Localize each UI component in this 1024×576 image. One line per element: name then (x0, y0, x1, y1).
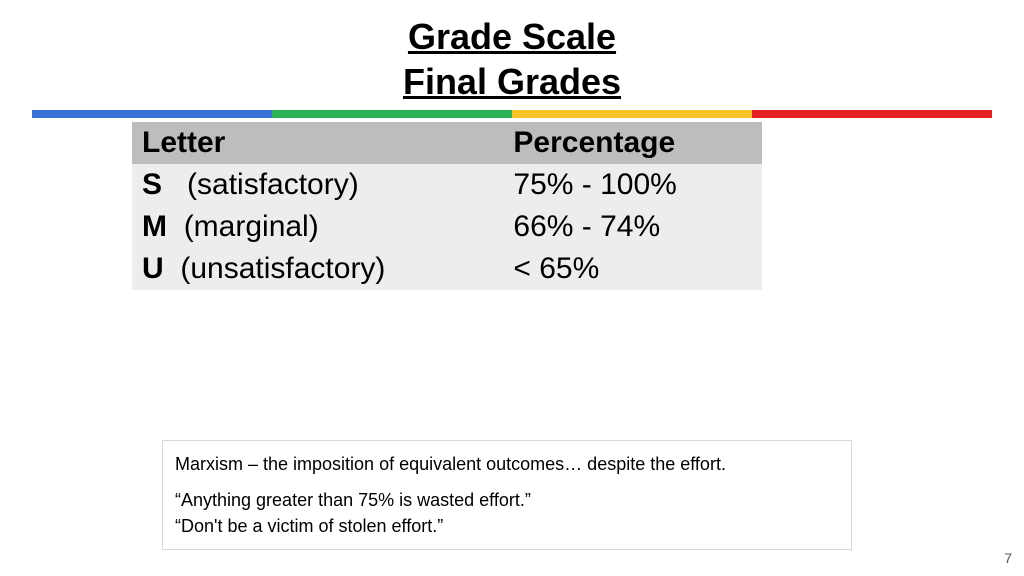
title-line-1: Grade Scale (0, 14, 1024, 59)
col-letter: Letter (132, 122, 503, 164)
commentary-line-1: Marxism – the imposition of equivalent o… (175, 451, 839, 477)
cell-pct: 75% - 100% (503, 164, 762, 206)
letter-desc-text: (satisfactory) (187, 168, 359, 201)
letter-code: U (142, 252, 164, 285)
table-row: M (marginal) 66% - 74% (132, 206, 762, 248)
commentary-box: Marxism – the imposition of equivalent o… (162, 440, 852, 550)
color-seg-1 (32, 110, 272, 118)
slide-title: Grade Scale Final Grades (0, 0, 1024, 104)
divider-color-bar (32, 110, 992, 118)
title-line-2: Final Grades (0, 59, 1024, 104)
table-header-row: Letter Percentage (132, 122, 762, 164)
letter-desc (175, 210, 183, 243)
letter-code: S (142, 168, 162, 201)
col-percentage: Percentage (503, 122, 762, 164)
letter-desc-text: (unsatisfactory) (180, 252, 385, 285)
table-row: U (unsatisfactory) < 65% (132, 248, 762, 290)
table-row: S (satisfactory) 75% - 100% (132, 164, 762, 206)
commentary-line-2: “Anything greater than 75% is wasted eff… (175, 487, 839, 513)
color-seg-2 (272, 110, 512, 118)
letter-desc-text: (marginal) (184, 210, 319, 243)
grade-scale-table: Letter Percentage S (satisfactory) 75% -… (132, 122, 762, 290)
cell-letter: M (marginal) (132, 206, 503, 248)
letter-desc (170, 168, 187, 201)
commentary-line-3: “Don't be a victim of stolen effort.” (175, 513, 839, 539)
cell-pct: < 65% (503, 248, 762, 290)
page-number: 7 (1004, 550, 1012, 566)
color-seg-4 (752, 110, 992, 118)
cell-pct: 66% - 74% (503, 206, 762, 248)
cell-letter: S (satisfactory) (132, 164, 503, 206)
color-seg-3 (512, 110, 752, 118)
cell-letter: U (unsatisfactory) (132, 248, 503, 290)
letter-code: M (142, 210, 167, 243)
